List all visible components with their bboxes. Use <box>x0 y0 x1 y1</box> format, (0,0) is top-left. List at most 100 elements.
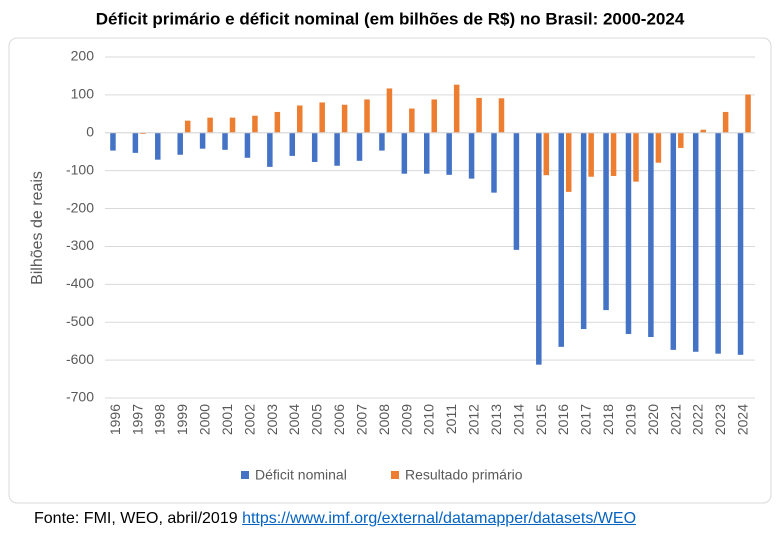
x-tick-label: 2007 <box>353 404 369 435</box>
bar <box>334 132 340 166</box>
bar <box>341 104 348 133</box>
bar <box>513 132 520 250</box>
bar <box>498 98 505 133</box>
x-tick-label: 2004 <box>286 404 302 435</box>
bar <box>610 132 617 176</box>
bar <box>692 132 699 352</box>
bar <box>199 132 206 149</box>
bar <box>648 132 654 337</box>
bar <box>132 132 139 153</box>
bar <box>409 108 415 133</box>
bar <box>252 115 258 133</box>
bar <box>700 129 706 133</box>
bar <box>289 132 296 156</box>
y-tick-label: -400 <box>66 275 94 291</box>
bar <box>222 132 228 150</box>
bar <box>543 132 550 176</box>
bar <box>386 88 393 133</box>
x-tick-label: 2023 <box>712 404 728 435</box>
bar <box>424 132 430 174</box>
x-tick-label: 2006 <box>331 404 347 435</box>
bar <box>297 105 303 133</box>
bar <box>274 111 281 133</box>
bar <box>207 117 213 133</box>
chart: Déficit primário e déficit nominal (em b… <box>8 9 772 504</box>
bar <box>229 117 236 133</box>
bar <box>140 132 146 134</box>
bar <box>722 111 729 133</box>
x-tick-label: 2017 <box>578 404 594 435</box>
bar <box>401 132 408 174</box>
y-tick-label: -700 <box>66 389 94 405</box>
bar <box>110 132 116 151</box>
x-tick-label: 1997 <box>129 404 145 435</box>
bar <box>588 132 594 177</box>
x-tick-label: 2015 <box>533 404 549 435</box>
y-axis-title: Bilhões de reais <box>29 171 46 285</box>
bar <box>558 132 564 347</box>
x-tick-label: 2020 <box>645 404 661 435</box>
y-tick-label: 0 <box>86 123 94 139</box>
x-tick-label: 2014 <box>510 404 526 435</box>
bar <box>745 94 751 133</box>
source-link[interactable]: https://www.imf.org/external/datamapper/… <box>242 510 637 527</box>
x-tick-label: 2002 <box>241 404 257 435</box>
x-tick-label: 2016 <box>555 404 571 435</box>
x-tick-label: 2000 <box>197 404 213 435</box>
x-tick-label: 2018 <box>600 404 616 435</box>
x-tick-label: 2011 <box>443 404 459 434</box>
x-tick-label: 1999 <box>174 404 190 435</box>
bar <box>453 84 460 133</box>
bar <box>670 132 677 350</box>
x-tick-label: 2009 <box>398 404 414 435</box>
y-tick-label: -100 <box>66 161 94 177</box>
x-tick-label: 2008 <box>376 404 392 435</box>
legend-label: Resultado primário <box>405 467 523 483</box>
x-tick-label: 2019 <box>622 404 638 435</box>
chart-border <box>8 37 772 504</box>
bar <box>319 102 325 133</box>
bar <box>580 132 587 330</box>
footer: Fonte: FMI, WEO, abril/2019 https://www.… <box>34 510 636 528</box>
bar <box>737 132 744 355</box>
x-tick-label: 2013 <box>488 404 504 435</box>
bar <box>184 120 191 133</box>
y-tick-label: 200 <box>71 48 95 64</box>
y-tick-label: -600 <box>66 351 94 367</box>
legend-label: Déficit nominal <box>255 467 347 483</box>
bar <box>678 132 684 148</box>
bar <box>311 132 318 162</box>
bar <box>244 132 251 158</box>
bar <box>715 132 721 354</box>
y-tick-label: -500 <box>66 313 94 329</box>
x-tick-label: 2010 <box>421 404 437 435</box>
x-tick-label: 2005 <box>309 404 325 435</box>
x-tick-label: 2021 <box>667 404 683 435</box>
x-tick-label: 2003 <box>264 404 280 435</box>
bar <box>379 132 385 151</box>
bar <box>356 132 363 161</box>
x-tick-label: 2022 <box>690 404 706 435</box>
bar <box>633 132 639 182</box>
y-tick-label: -200 <box>66 199 94 215</box>
legend-swatch <box>391 471 399 479</box>
bar <box>476 97 482 133</box>
x-tick-label: 2024 <box>734 404 750 435</box>
bar <box>446 132 452 175</box>
x-tick-label: 2012 <box>466 404 482 435</box>
bar <box>155 132 161 160</box>
bar <box>625 132 632 334</box>
bar <box>431 99 437 133</box>
bar <box>491 132 497 193</box>
bar <box>655 132 662 163</box>
y-tick-label: 100 <box>71 86 95 102</box>
bar <box>603 132 609 311</box>
x-tick-label: 1996 <box>107 404 123 435</box>
bar <box>267 132 273 167</box>
bar <box>177 132 183 155</box>
source: Fonte: FMI, WEO, abril/2019 <box>34 510 238 527</box>
bar <box>565 132 572 192</box>
bar <box>536 132 542 365</box>
chart-title: Déficit primário e déficit nominal (em b… <box>96 9 685 28</box>
